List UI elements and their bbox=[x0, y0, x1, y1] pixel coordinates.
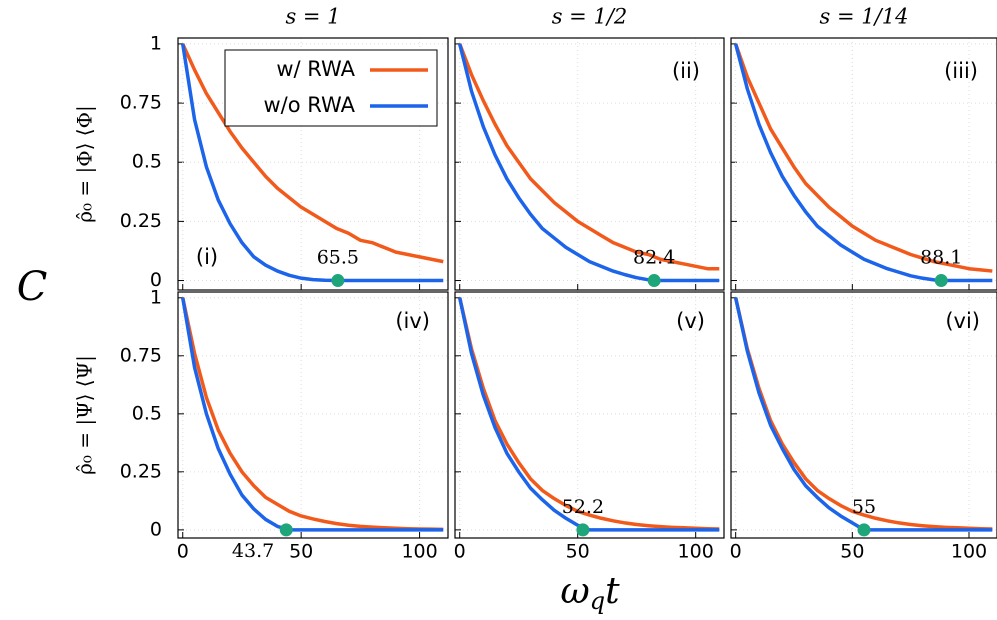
column-title: s = 1/2 bbox=[552, 5, 628, 29]
zero-label: 88.1 bbox=[920, 247, 962, 269]
y-tick-label: 0.5 bbox=[132, 151, 162, 173]
zero-label: 65.5 bbox=[317, 247, 359, 269]
data-line bbox=[458, 43, 720, 283]
y-tick-label: 1 bbox=[150, 286, 162, 308]
row-label: ρ̂₀ = |Φ⟩ ⟨Φ| bbox=[73, 105, 98, 222]
data-line bbox=[733, 43, 993, 283]
x-axis-label: ωqt bbox=[560, 571, 620, 615]
x-tick-label: 50 bbox=[566, 541, 590, 563]
plot-frame bbox=[454, 37, 725, 291]
data-line bbox=[458, 297, 720, 532]
y-tick-label: 0.25 bbox=[120, 460, 162, 482]
panel-label: (iv) bbox=[395, 309, 430, 333]
data-line bbox=[458, 43, 720, 271]
y-tick-label: 0.5 bbox=[132, 402, 162, 424]
x-tick-label: 100 bbox=[678, 541, 714, 563]
y-tick-label: 0 bbox=[150, 518, 162, 540]
legend-box bbox=[224, 49, 438, 127]
column-title: s = 1 bbox=[285, 5, 340, 29]
legend-label: w/o RWA bbox=[264, 93, 356, 117]
panel-label: (i) bbox=[196, 245, 218, 269]
zero-marker bbox=[647, 274, 661, 288]
zero-marker bbox=[331, 274, 345, 288]
x-tick-label: 100 bbox=[951, 541, 987, 563]
x-tick-label: 0 bbox=[730, 541, 742, 563]
y-tick-label: 0.75 bbox=[120, 344, 162, 366]
x-tick-label: 100 bbox=[401, 541, 437, 563]
plot-frame bbox=[177, 291, 449, 539]
zero-marker bbox=[857, 523, 871, 537]
panel-label: (vi) bbox=[945, 309, 980, 333]
y-tick-label: 0.75 bbox=[120, 92, 162, 114]
legend-label: w/ RWA bbox=[276, 57, 355, 81]
plot-frame bbox=[730, 291, 997, 539]
column-title: s = 1/14 bbox=[820, 5, 909, 29]
zero-marker bbox=[576, 523, 590, 537]
x-tick-label: 50 bbox=[840, 541, 864, 563]
y-tick-label: 1 bbox=[150, 32, 162, 54]
data-line bbox=[733, 297, 993, 531]
data-line bbox=[734, 43, 993, 273]
zero-label: 82.4 bbox=[633, 247, 675, 269]
y-tick-label: 0 bbox=[150, 269, 162, 291]
plot-frame bbox=[454, 291, 725, 539]
zero-label: 52.2 bbox=[562, 496, 604, 518]
panel-label: (v) bbox=[676, 309, 705, 333]
x-label-part: t bbox=[605, 571, 620, 612]
y-axis-label: C bbox=[17, 264, 48, 310]
data-line bbox=[181, 43, 444, 283]
x-label-part: q bbox=[590, 587, 605, 615]
x-tick-label: 0 bbox=[454, 541, 466, 563]
row-label: ρ̂₀ = |Ψ⟩ ⟨Ψ| bbox=[73, 355, 98, 475]
panel-label: (iii) bbox=[944, 59, 978, 83]
zero-label: 43.7 bbox=[232, 540, 274, 562]
zero-label: 55 bbox=[852, 496, 876, 518]
plot-frame bbox=[730, 37, 997, 291]
data-line bbox=[181, 297, 444, 532]
data-line bbox=[458, 297, 720, 531]
x-label-part: ω bbox=[560, 571, 589, 612]
x-tick-label: 50 bbox=[289, 541, 313, 563]
plot-frame bbox=[177, 37, 449, 291]
zero-marker bbox=[934, 274, 948, 288]
x-tick-label: 0 bbox=[177, 541, 189, 563]
y-tick-label: 0.25 bbox=[120, 210, 162, 232]
zero-marker bbox=[279, 523, 293, 537]
panel-label: (ii) bbox=[672, 59, 700, 83]
